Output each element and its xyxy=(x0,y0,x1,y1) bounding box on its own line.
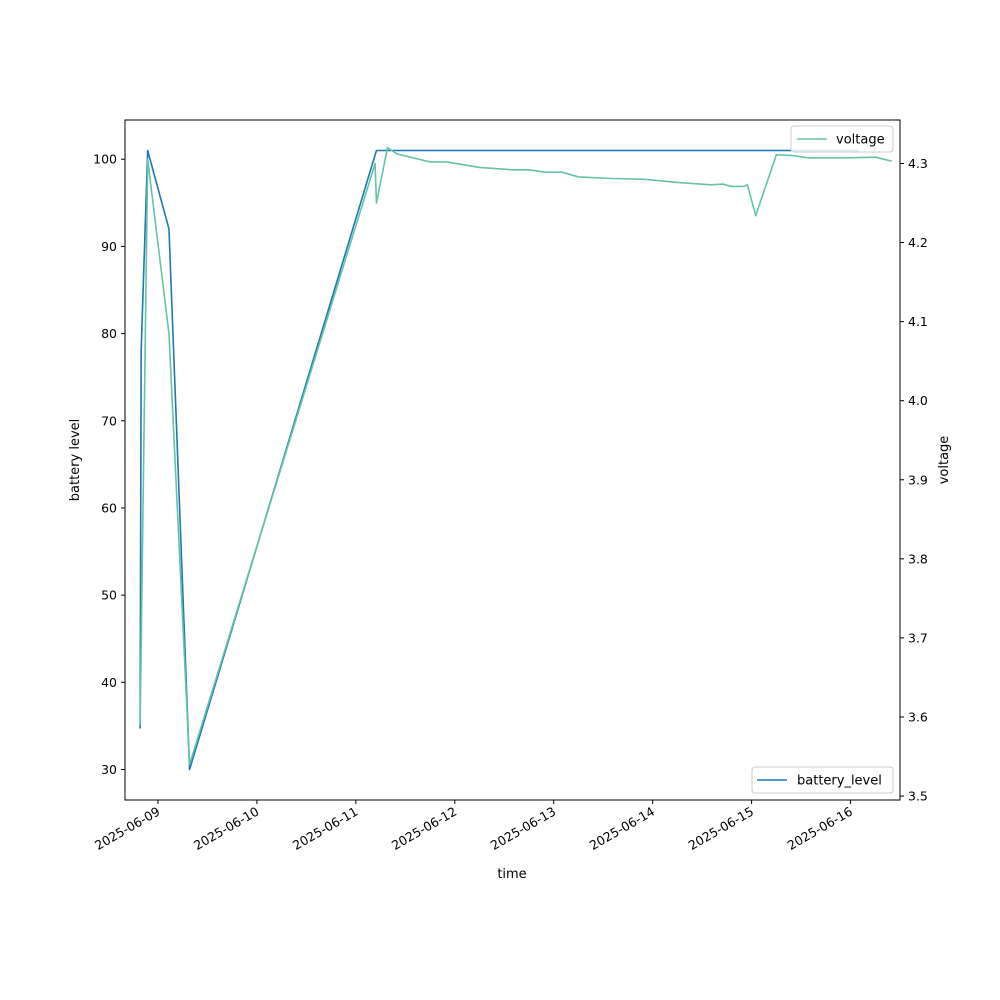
right-y-axis-ticks: 3.5 3.6 3.7 3.8 3.9 4.0 4.1 4.2 4.3 xyxy=(900,156,928,804)
series-line-battery-level xyxy=(139,149,859,771)
legend-battery-level-box xyxy=(751,766,894,794)
right-y-tick-label: 3.7 xyxy=(908,630,928,645)
plot-series xyxy=(139,146,892,771)
right-y-tick-label: 3.6 xyxy=(908,709,928,724)
right-y-tick-label: 3.8 xyxy=(908,551,928,566)
left-y-tick-label: 30 xyxy=(101,762,117,777)
left-y-tick-label: 40 xyxy=(101,675,117,690)
right-y-tick-label: 4.0 xyxy=(908,393,928,408)
series-line-voltage xyxy=(139,146,892,766)
right-y-axis-label: voltage xyxy=(937,436,952,485)
plot-frame xyxy=(124,119,901,801)
left-y-tick-label: 90 xyxy=(101,239,117,254)
x-axis-label: time xyxy=(497,867,526,882)
right-y-tick-label: 4.3 xyxy=(908,156,928,171)
legend-battery-level: battery_level xyxy=(751,766,894,794)
legend-voltage: voltage xyxy=(790,125,894,153)
right-y-tick-label: 3.9 xyxy=(908,472,928,487)
left-y-axis-label: battery level xyxy=(68,419,83,502)
left-y-axis-ticks: 30 40 50 60 70 80 90 100 xyxy=(93,152,125,777)
left-y-tick-label: 50 xyxy=(101,588,117,603)
legend-voltage-label: voltage xyxy=(836,133,885,148)
right-y-tick-label: 3.5 xyxy=(908,789,928,804)
right-y-tick-label: 4.2 xyxy=(908,235,928,250)
left-y-tick-label: 100 xyxy=(93,152,117,167)
left-y-tick-label: 70 xyxy=(101,413,117,428)
left-y-tick-label: 80 xyxy=(101,326,117,341)
legend-voltage-box xyxy=(790,125,894,153)
left-y-tick-label: 60 xyxy=(101,500,117,515)
right-y-tick-label: 4.1 xyxy=(908,314,928,329)
legend-battery-level-label: battery_level xyxy=(797,774,882,789)
